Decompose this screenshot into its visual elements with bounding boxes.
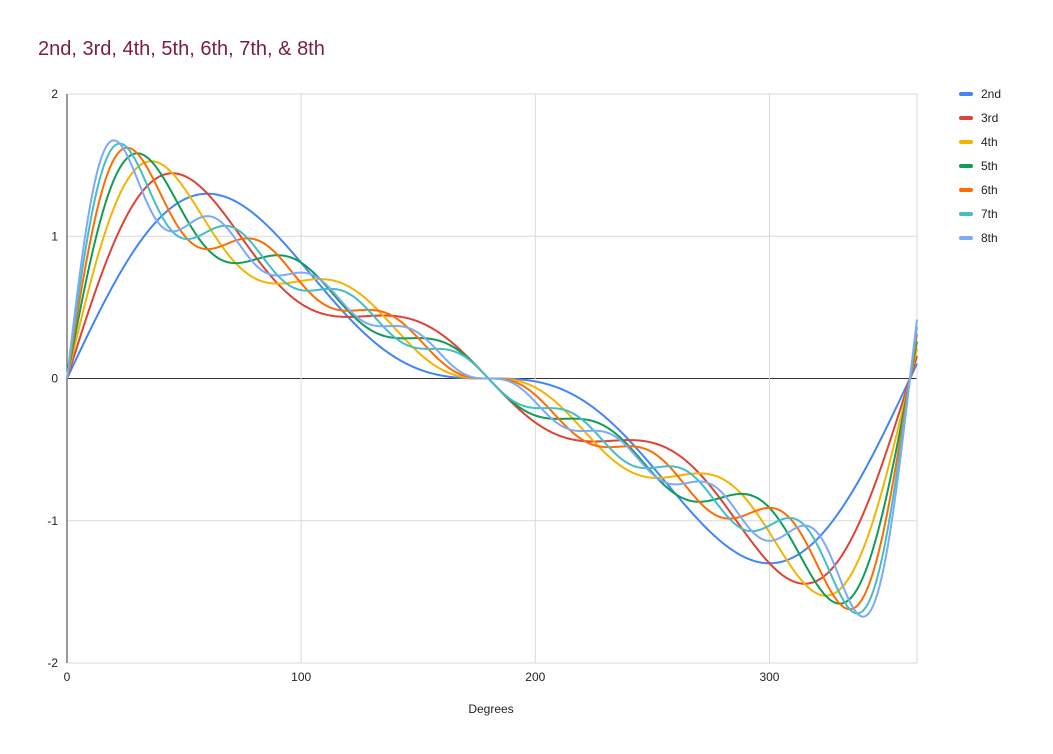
- legend-swatch: [959, 188, 973, 192]
- legend-item-5th[interactable]: 5th: [959, 159, 998, 173]
- legend-swatch: [959, 212, 973, 216]
- legend-item-3rd[interactable]: 3rd: [959, 111, 998, 125]
- series-line-7th: [66, 142, 918, 615]
- legend-swatch: [959, 92, 973, 96]
- legend-label: 4th: [981, 135, 998, 149]
- x-tick-label: 100: [291, 670, 311, 684]
- legend-item-7th[interactable]: 7th: [959, 207, 998, 221]
- legend-label: 8th: [981, 231, 998, 245]
- series-layer: [66, 139, 918, 618]
- x-tick-label: 200: [525, 670, 545, 684]
- grid-layer: [66, 93, 918, 664]
- legend-item-8th[interactable]: 8th: [959, 231, 998, 245]
- legend-label: 5th: [981, 159, 998, 173]
- x-tick-label: 0: [64, 670, 71, 684]
- chart-title: 2nd, 3rd, 4th, 5th, 6th, 7th, & 8th: [38, 38, 325, 60]
- legend-swatch: [959, 140, 973, 144]
- y-tick-label: -1: [47, 514, 58, 528]
- series-line-8th: [66, 139, 918, 618]
- y-tick-label: 2: [51, 87, 58, 101]
- legend-item-4th[interactable]: 4th: [959, 135, 998, 149]
- legend-label: 7th: [981, 207, 998, 221]
- y-tick-label: 0: [51, 372, 58, 386]
- legend-label: 6th: [981, 183, 998, 197]
- y-tick-label: -2: [47, 656, 58, 670]
- tick-labels: 2 1 0 -1 -2 0 100 200 300: [47, 87, 779, 684]
- legend-label: 2nd: [981, 87, 1001, 101]
- legend-swatch: [959, 236, 973, 240]
- x-axis-title: Degrees: [468, 702, 513, 716]
- legend: 2nd 3rd 4th 5th 6th 7th 8th: [959, 87, 1001, 245]
- legend-label: 3rd: [981, 111, 998, 125]
- legend-item-6th[interactable]: 6th: [959, 183, 998, 197]
- legend-swatch: [959, 164, 973, 168]
- legend-swatch: [959, 116, 973, 120]
- legend-item-2nd[interactable]: 2nd: [959, 87, 1001, 101]
- y-tick-label: 1: [51, 229, 58, 243]
- x-tick-label: 300: [759, 670, 779, 684]
